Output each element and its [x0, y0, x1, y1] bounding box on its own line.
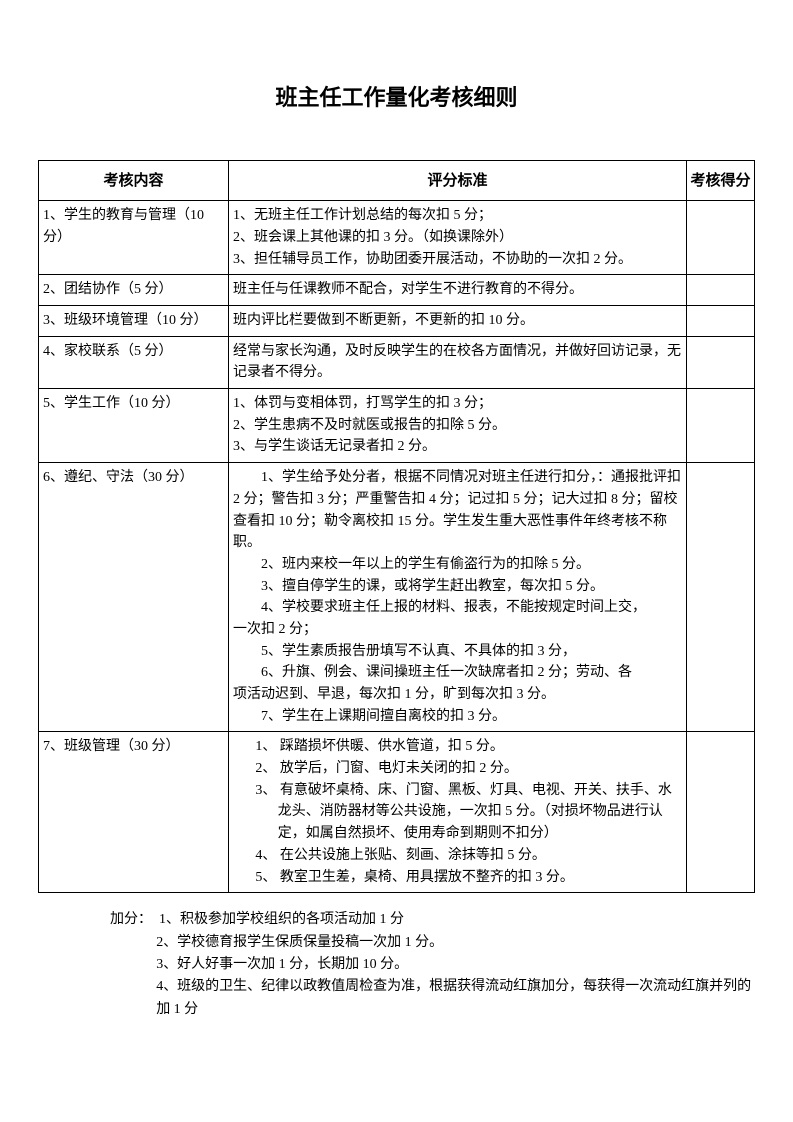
cell-score	[687, 389, 755, 463]
table-row: 5、学生工作（10 分） 1、体罚与变相体罚，打骂学生的扣 3 分； 2、学生患…	[39, 389, 755, 463]
criteria-text: 1、 踩踏损坏供暖、供水管道，扣 5 分。	[233, 736, 682, 758]
criteria-text: 2、 放学后，门窗、电灯未关闭的扣 2 分。	[233, 758, 682, 780]
table-row: 6、遵纪、守法（30 分） 1、学生给予处分者，根据不同情况对班主任进行扣分，：…	[39, 463, 755, 732]
criteria-text: 经常与家长沟通，及时反映学生的在校各方面情况，并做好回访记录，无记录者不得分。	[233, 341, 682, 384]
bonus-item: 3、好人好事一次加 1 分，长期加 10 分。	[110, 954, 755, 976]
cell-criteria: 1、无班主任工作计划总结的每次扣 5 分； 2、班会课上其他课的扣 3 分。（如…	[229, 201, 687, 275]
cell-score	[687, 463, 755, 732]
criteria-text: 6、升旗、例会、课间操班主任一次缺席者扣 2 分；劳动、各	[233, 662, 682, 684]
bonus-label: 加分：	[110, 909, 159, 931]
assessment-table: 考核内容 评分标准 考核得分 1、学生的教育与管理（10 分） 1、无班主任工作…	[38, 160, 755, 893]
header-content: 考核内容	[39, 161, 229, 201]
criteria-text: 3、担任辅导员工作，协助团委开展活动，不协助的一次扣 2 分。	[233, 249, 682, 271]
cell-criteria: 1、学生给予处分者，根据不同情况对班主任进行扣分，：通报批评扣 2 分；警告扣 …	[229, 463, 687, 732]
cell-criteria: 经常与家长沟通，及时反映学生的在校各方面情况，并做好回访记录，无记录者不得分。	[229, 336, 687, 388]
cell-score	[687, 336, 755, 388]
criteria-text: 7、学生在上课期间擅自离校的扣 3 分。	[233, 706, 682, 728]
criteria-text: 3、擅自停学生的课，或将学生赶出教室，每次扣 5 分。	[233, 576, 682, 598]
cell-criteria: 1、 踩踏损坏供暖、供水管道，扣 5 分。 2、 放学后，门窗、电灯未关闭的扣 …	[229, 732, 687, 893]
cell-content: 5、学生工作（10 分）	[39, 389, 229, 463]
cell-content: 1、学生的教育与管理（10 分）	[39, 201, 229, 275]
cell-content: 6、遵纪、守法（30 分）	[39, 463, 229, 732]
table-row: 7、班级管理（30 分） 1、 踩踏损坏供暖、供水管道，扣 5 分。 2、 放学…	[39, 732, 755, 893]
criteria-text: 3、 有意破坏桌椅、床、门窗、黑板、灯具、电视、开关、扶手、水龙头、消防器材等公…	[233, 780, 682, 845]
table-row: 4、家校联系（5 分） 经常与家长沟通，及时反映学生的在校各方面情况，并做好回访…	[39, 336, 755, 388]
table-row: 3、班级环境管理（10 分） 班内评比栏要做到不断更新，不更新的扣 10 分。	[39, 306, 755, 337]
criteria-text: 1、学生给予处分者，根据不同情况对班主任进行扣分，：通报批评扣 2 分；警告扣 …	[233, 467, 682, 554]
criteria-text: 1、体罚与变相体罚，打骂学生的扣 3 分；	[233, 393, 682, 415]
bonus-item: 4、班级的卫生、纪律以政教值周检查为准，根据获得流动红旗加分，每获得一次流动红旗…	[110, 976, 755, 1021]
cell-score	[687, 306, 755, 337]
cell-score	[687, 201, 755, 275]
bonus-section: 加分： 1、积极参加学校组织的各项活动加 1 分 2、学校德育报学生保质保量投稿…	[38, 909, 755, 1021]
bonus-item: 1、积极参加学校组织的各项活动加 1 分	[159, 909, 404, 931]
header-score: 考核得分	[687, 161, 755, 201]
criteria-text: 项活动迟到、早退，每次扣 1 分，旷到每次扣 3 分。	[233, 684, 682, 706]
header-criteria: 评分标准	[229, 161, 687, 201]
criteria-text: 3、与学生谈话无记录者扣 2 分。	[233, 436, 682, 458]
table-row: 1、学生的教育与管理（10 分） 1、无班主任工作计划总结的每次扣 5 分； 2…	[39, 201, 755, 275]
cell-content: 3、班级环境管理（10 分）	[39, 306, 229, 337]
cell-content: 2、团结协作（5 分）	[39, 275, 229, 306]
criteria-text: 4、 在公共设施上张贴、刻画、涂抹等扣 5 分。	[233, 845, 682, 867]
criteria-text: 班内评比栏要做到不断更新，不更新的扣 10 分。	[233, 310, 682, 332]
bonus-first-line: 加分： 1、积极参加学校组织的各项活动加 1 分	[110, 909, 755, 931]
criteria-text: 2、班会课上其他课的扣 3 分。（如换课除外）	[233, 227, 682, 249]
page-title: 班主任工作量化考核细则	[38, 80, 755, 112]
cell-criteria: 1、体罚与变相体罚，打骂学生的扣 3 分； 2、学生患病不及时就医或报告的扣除 …	[229, 389, 687, 463]
criteria-text: 2、学生患病不及时就医或报告的扣除 5 分。	[233, 415, 682, 437]
bonus-rest: 2、学校德育报学生保质保量投稿一次加 1 分。 3、好人好事一次加 1 分，长期…	[110, 932, 755, 1022]
criteria-text: 4、学校要求班主任上报的材料、报表，不能按规定时间上交，	[233, 597, 682, 619]
cell-score	[687, 275, 755, 306]
criteria-text: 2、班内来校一年以上的学生有偷盗行为的扣除 5 分。	[233, 554, 682, 576]
criteria-text: 一次扣 2 分；	[233, 619, 682, 641]
cell-criteria: 班内评比栏要做到不断更新，不更新的扣 10 分。	[229, 306, 687, 337]
cell-content: 7、班级管理（30 分）	[39, 732, 229, 893]
table-header-row: 考核内容 评分标准 考核得分	[39, 161, 755, 201]
criteria-text: 5、学生素质报告册填写不认真、不具体的扣 3 分，	[233, 641, 682, 663]
page: 班主任工作量化考核细则 考核内容 评分标准 考核得分 1、学生的教育与管理（10…	[0, 0, 793, 1061]
cell-score	[687, 732, 755, 893]
table-row: 2、团结协作（5 分） 班主任与任课教师不配合，对学生不进行教育的不得分。	[39, 275, 755, 306]
cell-content: 4、家校联系（5 分）	[39, 336, 229, 388]
criteria-text: 班主任与任课教师不配合，对学生不进行教育的不得分。	[233, 279, 682, 301]
criteria-text: 5、 教室卫生差，桌椅、用具摆放不整齐的扣 3 分。	[233, 867, 682, 889]
criteria-text: 1、无班主任工作计划总结的每次扣 5 分；	[233, 205, 682, 227]
bonus-item: 2、学校德育报学生保质保量投稿一次加 1 分。	[110, 932, 755, 954]
cell-criteria: 班主任与任课教师不配合，对学生不进行教育的不得分。	[229, 275, 687, 306]
